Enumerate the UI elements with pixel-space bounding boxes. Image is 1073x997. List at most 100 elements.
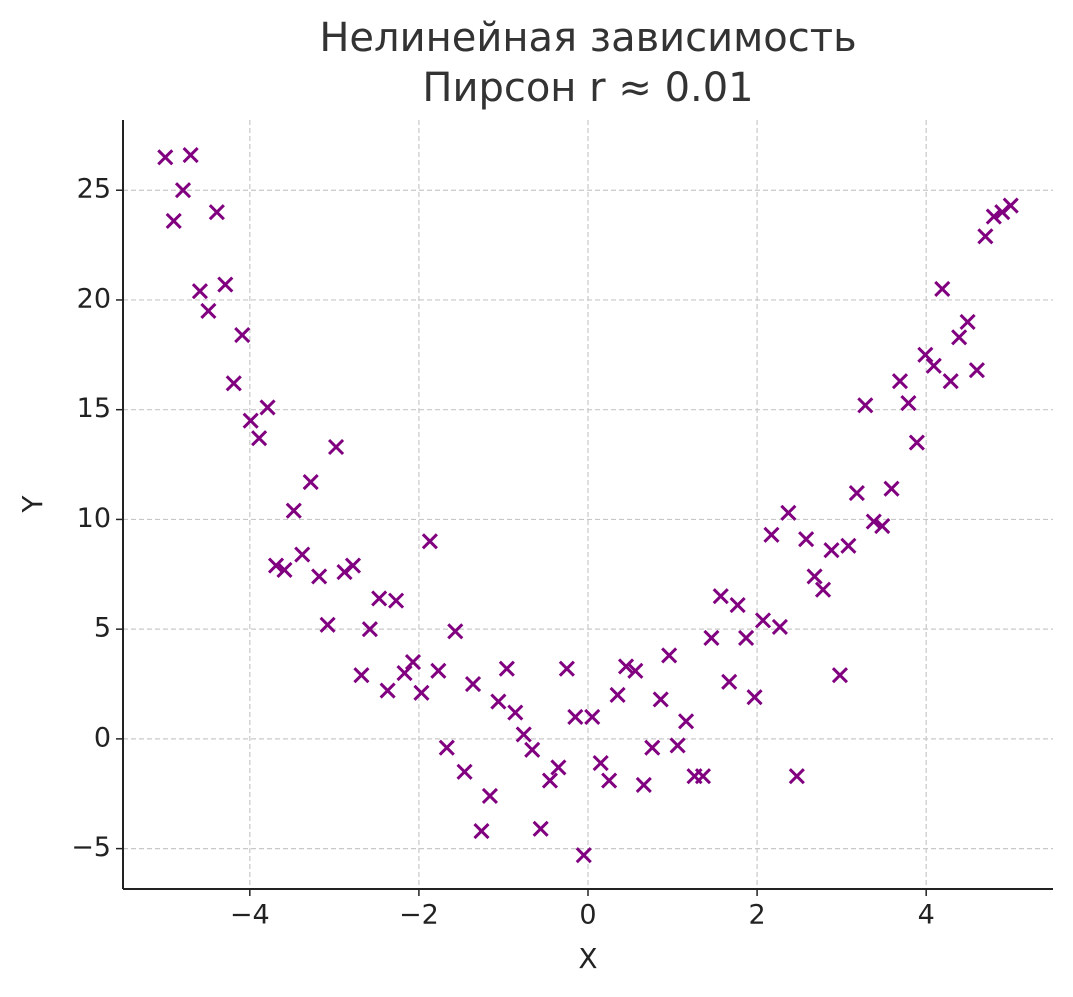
point <box>798 531 815 548</box>
point <box>823 542 840 559</box>
point <box>575 847 592 864</box>
point <box>831 667 849 684</box>
x-tick-label: 0 <box>579 900 596 931</box>
point <box>661 647 678 664</box>
point <box>396 664 413 682</box>
point <box>627 662 644 679</box>
point <box>413 684 430 701</box>
point <box>532 820 549 837</box>
point <box>507 704 524 721</box>
point <box>541 772 559 789</box>
point <box>404 654 422 671</box>
point <box>703 629 720 646</box>
point <box>900 395 917 412</box>
point <box>242 412 259 429</box>
point <box>388 592 405 609</box>
point <box>208 204 225 221</box>
point <box>874 517 891 535</box>
y-tick-label: 20 <box>77 283 111 314</box>
point <box>371 590 388 607</box>
point <box>652 691 669 708</box>
point <box>550 759 567 776</box>
point <box>327 438 345 456</box>
point <box>968 362 985 379</box>
point <box>165 212 182 230</box>
point <box>814 581 832 598</box>
point <box>738 629 755 646</box>
point <box>754 612 772 629</box>
point <box>806 568 823 585</box>
point <box>609 686 626 704</box>
point <box>917 346 934 363</box>
point <box>353 667 370 684</box>
point <box>891 373 909 390</box>
point <box>524 741 541 758</box>
point <box>1002 197 1019 214</box>
point <box>942 373 959 390</box>
point <box>515 726 532 743</box>
point <box>584 708 601 726</box>
point <box>498 660 515 677</box>
point <box>481 787 498 805</box>
point <box>438 739 455 756</box>
point <box>925 357 942 374</box>
point <box>977 228 994 245</box>
point <box>592 754 609 772</box>
point <box>319 616 336 633</box>
y-axis-label: Y <box>16 495 49 514</box>
y-tick-label: −5 <box>71 832 111 863</box>
x-axis-label: X <box>578 942 597 975</box>
point <box>225 375 242 392</box>
point <box>200 302 217 319</box>
point <box>934 280 951 298</box>
point <box>669 737 686 754</box>
point <box>771 618 788 636</box>
x-tick-label: −4 <box>230 900 270 931</box>
point <box>421 533 438 550</box>
point <box>635 776 652 794</box>
point <box>456 763 473 780</box>
point <box>267 557 285 574</box>
y-tick-label: 15 <box>77 393 111 424</box>
point <box>182 147 199 164</box>
point <box>464 675 482 693</box>
point <box>157 149 174 166</box>
point <box>951 329 968 346</box>
x-tick-label: 2 <box>748 900 765 931</box>
point <box>746 689 763 706</box>
chart-subtitle: Пирсон r ≈ 0.01 <box>422 65 753 111</box>
point <box>473 823 490 840</box>
point <box>644 739 661 756</box>
point <box>251 430 268 447</box>
point <box>174 182 192 199</box>
point <box>883 480 900 497</box>
point <box>430 662 447 679</box>
point <box>712 588 729 605</box>
chart-title: Нелинейная зависимость <box>319 15 856 61</box>
point <box>959 313 976 330</box>
point <box>361 621 378 638</box>
point <box>694 768 712 785</box>
y-tick-label: 10 <box>77 503 111 534</box>
point <box>276 561 293 578</box>
point <box>294 546 311 563</box>
point <box>763 526 780 543</box>
point <box>840 537 857 554</box>
point <box>344 557 362 574</box>
point <box>985 208 1002 225</box>
point <box>558 660 575 677</box>
point <box>865 513 882 530</box>
y-tick-label: 5 <box>94 613 111 644</box>
point <box>490 693 507 710</box>
point <box>721 673 738 690</box>
point <box>285 502 302 519</box>
point <box>217 276 234 293</box>
point <box>302 474 319 491</box>
x-tick-label: −2 <box>399 900 439 931</box>
point <box>617 658 635 675</box>
point <box>729 596 746 614</box>
point <box>678 713 695 730</box>
point <box>780 504 797 521</box>
point <box>234 327 251 344</box>
